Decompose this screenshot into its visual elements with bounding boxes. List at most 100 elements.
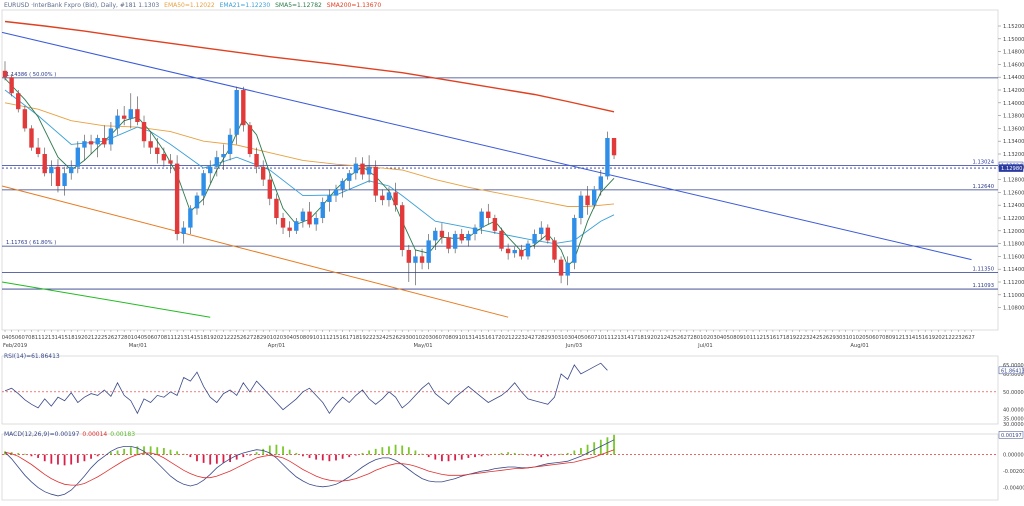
candle-body bbox=[492, 218, 498, 231]
candle bbox=[267, 173, 272, 206]
candle-body bbox=[446, 237, 451, 249]
candle bbox=[274, 193, 279, 225]
x-tick-label: 21 bbox=[505, 335, 512, 341]
x-tick-label: 29 bbox=[260, 335, 267, 341]
x-tick-label: 26 bbox=[240, 335, 247, 341]
x-tick-label: 16 bbox=[922, 335, 929, 341]
x-tick-label: 17 bbox=[776, 335, 783, 341]
x-tick-label: 16 bbox=[339, 335, 346, 341]
rsi-chart[interactable]: 65.000000 60.000000 50.000000 40.000000 35.0… bbox=[0, 352, 1024, 428]
candle-body bbox=[88, 141, 94, 145]
x-tick-label: 20 bbox=[214, 335, 221, 341]
y-tick-label: 1.14400 bbox=[1003, 75, 1024, 81]
candle-body bbox=[121, 115, 127, 119]
x-month-label: Apr/01 bbox=[268, 343, 285, 349]
x-tick-label: 04 bbox=[286, 335, 293, 341]
candle-body bbox=[267, 179, 272, 199]
candle bbox=[360, 157, 365, 180]
x-tick-label: 26 bbox=[962, 335, 969, 341]
rsi-frame bbox=[1, 355, 999, 425]
trendline bbox=[1, 185, 509, 318]
y-tick-label: 1.15200 bbox=[1003, 24, 1024, 30]
x-tick-label: 03 bbox=[564, 335, 571, 341]
x-tick-label: 22 bbox=[366, 335, 373, 341]
rsi-y-tick-label: 50.000000 bbox=[1003, 390, 1024, 396]
candle bbox=[591, 186, 597, 209]
x-tick-label: 31 bbox=[558, 335, 565, 341]
candle-body bbox=[479, 211, 484, 228]
y-tick-label: 1.13400 bbox=[1003, 139, 1024, 145]
candle bbox=[419, 248, 425, 270]
candle bbox=[353, 157, 359, 180]
x-tick-label: 19 bbox=[75, 335, 82, 341]
rsi-line bbox=[4, 362, 608, 415]
candle-body bbox=[572, 218, 577, 263]
x-tick-label: 28 bbox=[253, 335, 260, 341]
x-tick-label: 23 bbox=[372, 335, 379, 341]
x-tick-label: 26 bbox=[392, 335, 399, 341]
y-tick-label: 1.12800 bbox=[1003, 178, 1024, 184]
x-tick-label: 25 bbox=[816, 335, 823, 341]
x-tick-label: 15 bbox=[61, 335, 68, 341]
x-tick-label: 28 bbox=[538, 335, 545, 341]
macd-value-box bbox=[998, 431, 1024, 439]
candle-body bbox=[426, 240, 431, 263]
candle-body bbox=[2, 70, 8, 78]
x-month-label: Jun/03 bbox=[565, 343, 582, 349]
header-sma200: SMA200=1.13670 bbox=[326, 2, 382, 9]
x-tick-label: 24 bbox=[809, 335, 816, 341]
candle bbox=[181, 221, 186, 244]
candle bbox=[9, 74, 14, 97]
x-tick-label: 18 bbox=[783, 335, 790, 341]
candle bbox=[102, 125, 107, 148]
x-tick-label: 08 bbox=[161, 335, 168, 341]
candle bbox=[82, 134, 87, 161]
price-chart[interactable]: 1.15200 1.15000 1.14800 1.14600 1.14400 1.142… bbox=[0, 0, 1024, 350]
y-tick-label: 1.14800 bbox=[1003, 50, 1024, 56]
x-tick-label: 21 bbox=[942, 335, 949, 341]
x-tick-label: 28 bbox=[121, 335, 128, 341]
x-tick-label: 12 bbox=[756, 335, 763, 341]
x-tick-label: 06 bbox=[147, 335, 154, 341]
x-tick-label: 05 bbox=[723, 335, 730, 341]
x-tick-label: 01 bbox=[266, 335, 273, 341]
rsi-value-label: 61.86413 bbox=[1001, 368, 1024, 374]
candle-body bbox=[247, 125, 253, 154]
y-tick-label: 1.14200 bbox=[1003, 88, 1024, 94]
candle bbox=[69, 160, 74, 180]
candle bbox=[260, 160, 266, 186]
candle bbox=[472, 224, 478, 241]
candle-body bbox=[585, 195, 590, 206]
x-tick-label: 07 bbox=[876, 335, 883, 341]
x-tick-label: 09 bbox=[737, 335, 744, 341]
candle bbox=[578, 191, 584, 225]
rsi-y-tick-label: 65.000000 bbox=[1003, 363, 1024, 369]
rsi-panel[interactable]: 65.000000 60.000000 50.000000 40.000000 35.0… bbox=[0, 352, 1024, 428]
y-tick-label: 1.13200 bbox=[1003, 152, 1024, 158]
macd-panel[interactable]: 0.00000 -0.00200 -0.00400 0.00197 MACD(12,2… bbox=[0, 430, 1024, 504]
macd-y-tick-label: -0.00400 bbox=[1003, 486, 1024, 492]
candle bbox=[227, 128, 233, 161]
candle-body bbox=[254, 154, 259, 167]
candle-body bbox=[406, 250, 412, 263]
candle bbox=[155, 138, 160, 164]
x-tick-label: 20 bbox=[81, 335, 88, 341]
price-chart-panel[interactable]: 1.15200 1.15000 1.14800 1.14600 1.14400 1.142… bbox=[0, 0, 1024, 350]
candle bbox=[512, 246, 517, 258]
x-tick-label: 26 bbox=[108, 335, 115, 341]
macd-chart[interactable]: 0.00000 -0.00200 -0.00400 0.00197 bbox=[0, 430, 1024, 504]
candle bbox=[452, 230, 458, 254]
candle-body bbox=[287, 227, 292, 231]
x-tick-label: 11 bbox=[35, 335, 42, 341]
candle-body bbox=[505, 248, 511, 254]
candle-body bbox=[366, 166, 372, 175]
x-tick-label: 02 bbox=[703, 335, 710, 341]
candle-body bbox=[35, 147, 41, 154]
candle-body bbox=[400, 205, 405, 250]
x-tick-label: 14 bbox=[624, 335, 631, 341]
candle bbox=[234, 86, 239, 145]
rsi-y-tick-label: 60.000000 bbox=[1003, 372, 1024, 378]
x-tick-label: 13 bbox=[180, 335, 187, 341]
candle-body bbox=[313, 218, 319, 225]
candle bbox=[406, 244, 412, 282]
